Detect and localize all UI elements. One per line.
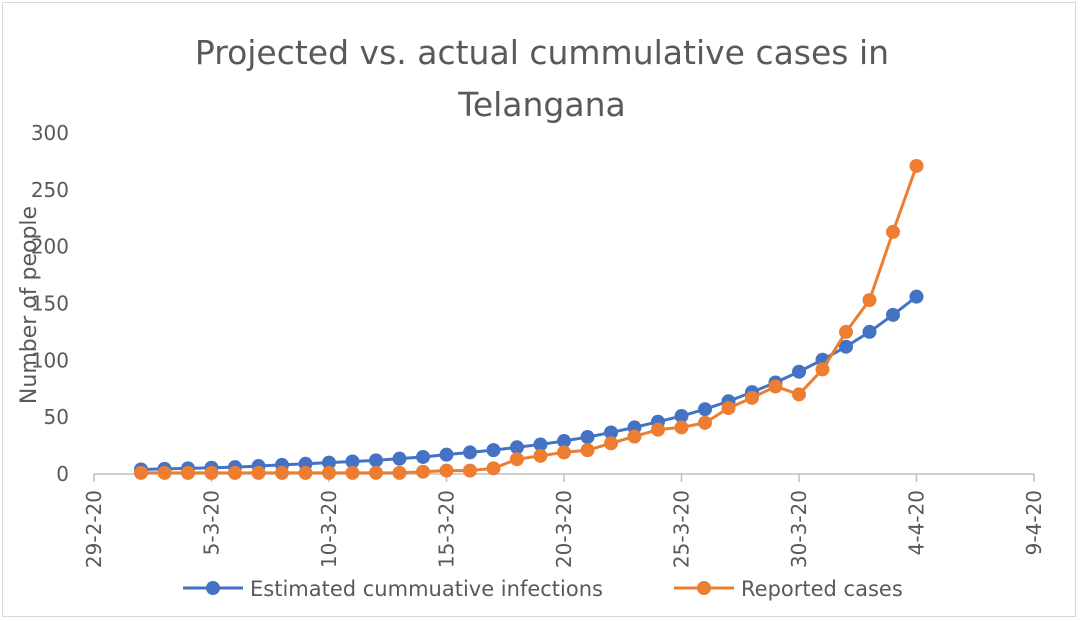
data-point <box>463 445 477 460</box>
legend-swatch-marker <box>697 581 711 595</box>
y-axis-label: Number of people <box>17 206 42 404</box>
data-point <box>533 448 548 463</box>
chart-title-line-2: Telangana <box>457 85 625 124</box>
data-point <box>204 465 219 480</box>
data-point <box>815 362 830 377</box>
data-point <box>557 445 571 460</box>
data-point <box>463 463 477 478</box>
series-line-1 <box>140 295 918 471</box>
data-point <box>839 339 853 354</box>
legend-label: Reported cases <box>741 577 903 601</box>
data-point <box>909 158 924 173</box>
data-point <box>369 465 383 480</box>
y-tick-labels: 0 50 100 150 200 250 300 <box>31 121 69 486</box>
data-point <box>862 324 877 339</box>
data-point <box>439 447 454 462</box>
x-tick-label: 25-3-20 <box>670 490 694 568</box>
series-group <box>134 158 924 480</box>
data-point <box>886 307 900 322</box>
data-point <box>322 465 336 480</box>
x-axis: 29-2-20 5-3-20 10-3-20 15-3-20 20-3-20 25-3-2… <box>82 473 1046 568</box>
x-tick-label: 30-3-20 <box>787 490 811 568</box>
data-point <box>604 436 618 451</box>
data-point <box>486 443 501 458</box>
chart-title-line-1: Projected vs. actual cummulative cases i… <box>195 33 889 72</box>
data-point <box>392 465 407 480</box>
data-point <box>792 387 806 402</box>
legend-label: Estimated cummuative infections <box>250 577 603 601</box>
y-tick-label: 250 <box>31 178 69 202</box>
data-point <box>416 449 430 464</box>
data-point <box>557 434 571 449</box>
data-point <box>604 425 618 440</box>
data-point <box>909 289 924 304</box>
data-point <box>439 463 454 478</box>
data-point <box>768 379 783 394</box>
legend: Estimated cummuative infections Reported … <box>183 577 903 601</box>
x-tick-label: 4-4-20 <box>905 490 929 555</box>
data-point <box>721 401 736 416</box>
data-point <box>839 324 853 339</box>
y-tick-label: 150 <box>31 292 69 316</box>
data-point <box>369 453 383 468</box>
data-point <box>674 409 689 424</box>
data-point <box>580 430 595 445</box>
x-tick-label: 5-3-20 <box>200 490 224 555</box>
data-point <box>157 465 172 480</box>
x-tick-label: 10-3-20 <box>317 490 341 568</box>
data-point <box>862 293 877 308</box>
data-point <box>298 465 313 480</box>
series-line-2 <box>141 165 918 475</box>
data-point <box>134 465 148 480</box>
data-point <box>510 440 524 455</box>
y-tick-label: 200 <box>31 235 69 259</box>
data-point <box>181 465 195 480</box>
y-tick-label: 300 <box>31 121 69 145</box>
x-tick-label: 9-4-20 <box>1022 490 1046 555</box>
y-tick-label: 100 <box>31 348 69 372</box>
data-point <box>580 443 595 458</box>
data-point <box>510 452 524 467</box>
data-point <box>886 224 900 239</box>
data-point <box>345 454 360 469</box>
data-point <box>275 465 289 480</box>
y-tick-label: 50 <box>44 405 69 429</box>
x-tick-label: 20-3-20 <box>552 490 576 568</box>
data-point <box>698 402 712 417</box>
legend-swatch-marker <box>206 581 220 595</box>
data-point <box>674 420 689 435</box>
x-tick-label: 29-2-20 <box>82 490 106 568</box>
data-point <box>792 364 806 379</box>
data-point <box>416 464 430 479</box>
data-point <box>627 429 642 444</box>
data-point <box>322 455 336 470</box>
data-point <box>745 390 759 405</box>
data-point <box>486 461 501 476</box>
data-point <box>651 422 665 437</box>
data-point <box>228 465 242 480</box>
data-point <box>251 465 266 480</box>
y-tick-label: 0 <box>56 462 69 486</box>
data-point <box>392 451 407 466</box>
data-point <box>533 437 548 452</box>
data-point <box>698 415 712 430</box>
data-point <box>345 465 360 480</box>
x-tick-label: 15-3-20 <box>435 490 459 568</box>
